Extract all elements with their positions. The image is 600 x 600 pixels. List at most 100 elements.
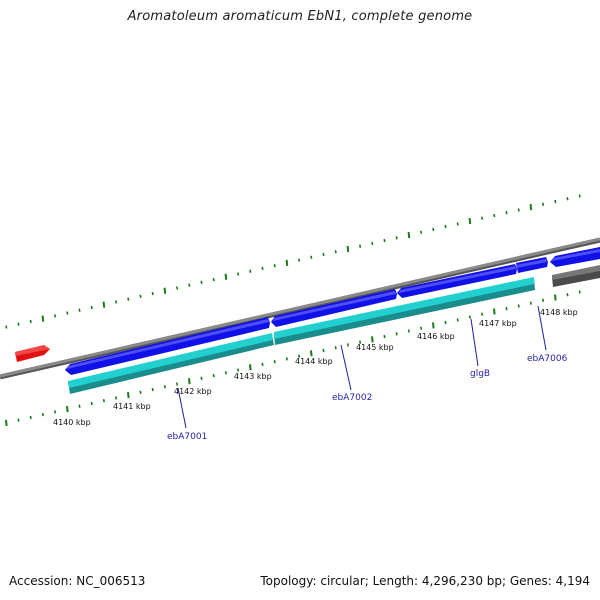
upper-track-tick [66,311,69,315]
gray-feature [552,265,600,287]
upper-track-tick [310,255,313,259]
lower-track-tick [90,401,93,406]
upper-track-tick [285,259,289,266]
scale-label-4148: 4148 kbp [540,308,578,317]
lower-track-tick [212,373,215,378]
upper-track-tick [371,241,374,246]
lower-track-tick [529,301,532,305]
upper-track-tick [334,250,337,254]
lower-track-tick [517,304,520,308]
genome-summary: Topology: circular; Length: 4,296,230 bp… [260,574,590,588]
lower-track-tick [176,382,179,386]
scale-label-4146: 4146 kbp [417,332,455,341]
upper-track-tick [493,213,496,218]
upper-track-tick [407,231,411,239]
backbone-line [0,237,600,380]
upper-track-tick [115,300,118,304]
lower-track-tick [115,396,118,400]
lower-track-tick [493,308,496,315]
upper-tick-track [5,194,581,329]
lower-track-tick [432,322,435,329]
lower-track-tick [407,329,410,333]
scale-label-4143: 4143 kbp [234,372,272,381]
lower-track-tick [261,362,264,367]
scale-label-4140: 4140 kbp [53,418,91,427]
scale-label-4141: 4141 kbp [113,402,151,411]
lower-track-tick [200,376,203,381]
cds-feature-4 [516,257,548,273]
upper-track-tick [395,236,398,240]
lower-track-tick [468,315,471,319]
upper-track-tick [188,283,191,287]
upper-track-tick [481,216,484,220]
gene-label-ebA7001: ebA7001 [167,432,207,442]
cds-feature-2 [271,289,397,327]
upper-track-tick [359,244,362,248]
lower-track-tick [444,320,447,325]
lower-track-tick [395,332,398,336]
lower-track-tick [139,390,142,394]
gene-label-ebA7002: ebA7002 [332,393,372,403]
lower-track-tick [310,350,313,357]
upper-track-tick [224,273,228,280]
lower-track-tick [29,415,32,420]
cds-feature-1 [65,317,270,375]
lower-track-tick [554,294,557,301]
lower-track-tick [542,298,545,302]
lower-track-tick [578,290,581,294]
lower-track-tick [285,357,288,361]
upper-track-tick [346,245,350,253]
upper-track-tick [90,305,93,310]
upper-track-tick [78,308,81,312]
lower-track-tick [346,343,349,347]
lower-track-tick [505,307,508,311]
lower-track-tick [54,410,57,414]
upper-track-tick [298,258,301,262]
upper-track-tick [237,272,240,276]
lower-track-tick [383,334,386,339]
upper-track-tick [542,202,545,206]
scale-label-4144: 4144 kbp [295,357,333,366]
lower-track-tick [41,412,44,417]
lower-track-tick [188,378,191,385]
upper-track-tick [517,208,520,212]
upper-track-tick [176,286,179,290]
lower-track-tick [237,368,240,372]
upper-track-tick [468,217,472,225]
upper-track-tick [200,280,203,285]
lower-track-tick [102,399,105,403]
lower-track-tick [78,404,81,408]
upper-track-tick [212,277,215,282]
lower-tick-track [5,290,581,427]
cds-feature-3 [397,264,517,298]
upper-track-tick [5,325,8,329]
upper-track-tick [249,269,252,273]
upper-track-tick [102,301,106,308]
upper-track-tick [41,315,45,322]
lower-track-tick [127,392,130,399]
upper-track-tick [505,211,508,215]
upper-track-tick [432,227,435,232]
upper-track-tick [529,204,533,211]
lower-track-tick [5,419,8,427]
upper-track-tick [54,314,57,318]
upper-track-tick [151,291,154,296]
gene-label-leaders [177,305,547,429]
lower-track-tick [566,293,569,297]
lower-track-tick [420,326,423,330]
lower-track-tick [151,387,154,392]
lower-track-tick [273,360,276,364]
upper-track-tick [578,194,581,198]
cds-feature-5 [550,247,600,267]
lower-track-tick [249,364,252,371]
lower-track-tick [322,348,325,353]
upper-track-tick [29,319,32,324]
scale-label-4145: 4145 kbp [356,343,394,352]
scale-label-4142: 4142 kbp [174,387,212,396]
upper-track-tick [383,238,386,243]
gene-feature-2 [274,277,535,345]
map-title: Aromatoleum aromaticum EbN1, complete ge… [127,9,473,24]
upper-track-tick [163,287,167,294]
upper-track-tick [322,252,325,257]
